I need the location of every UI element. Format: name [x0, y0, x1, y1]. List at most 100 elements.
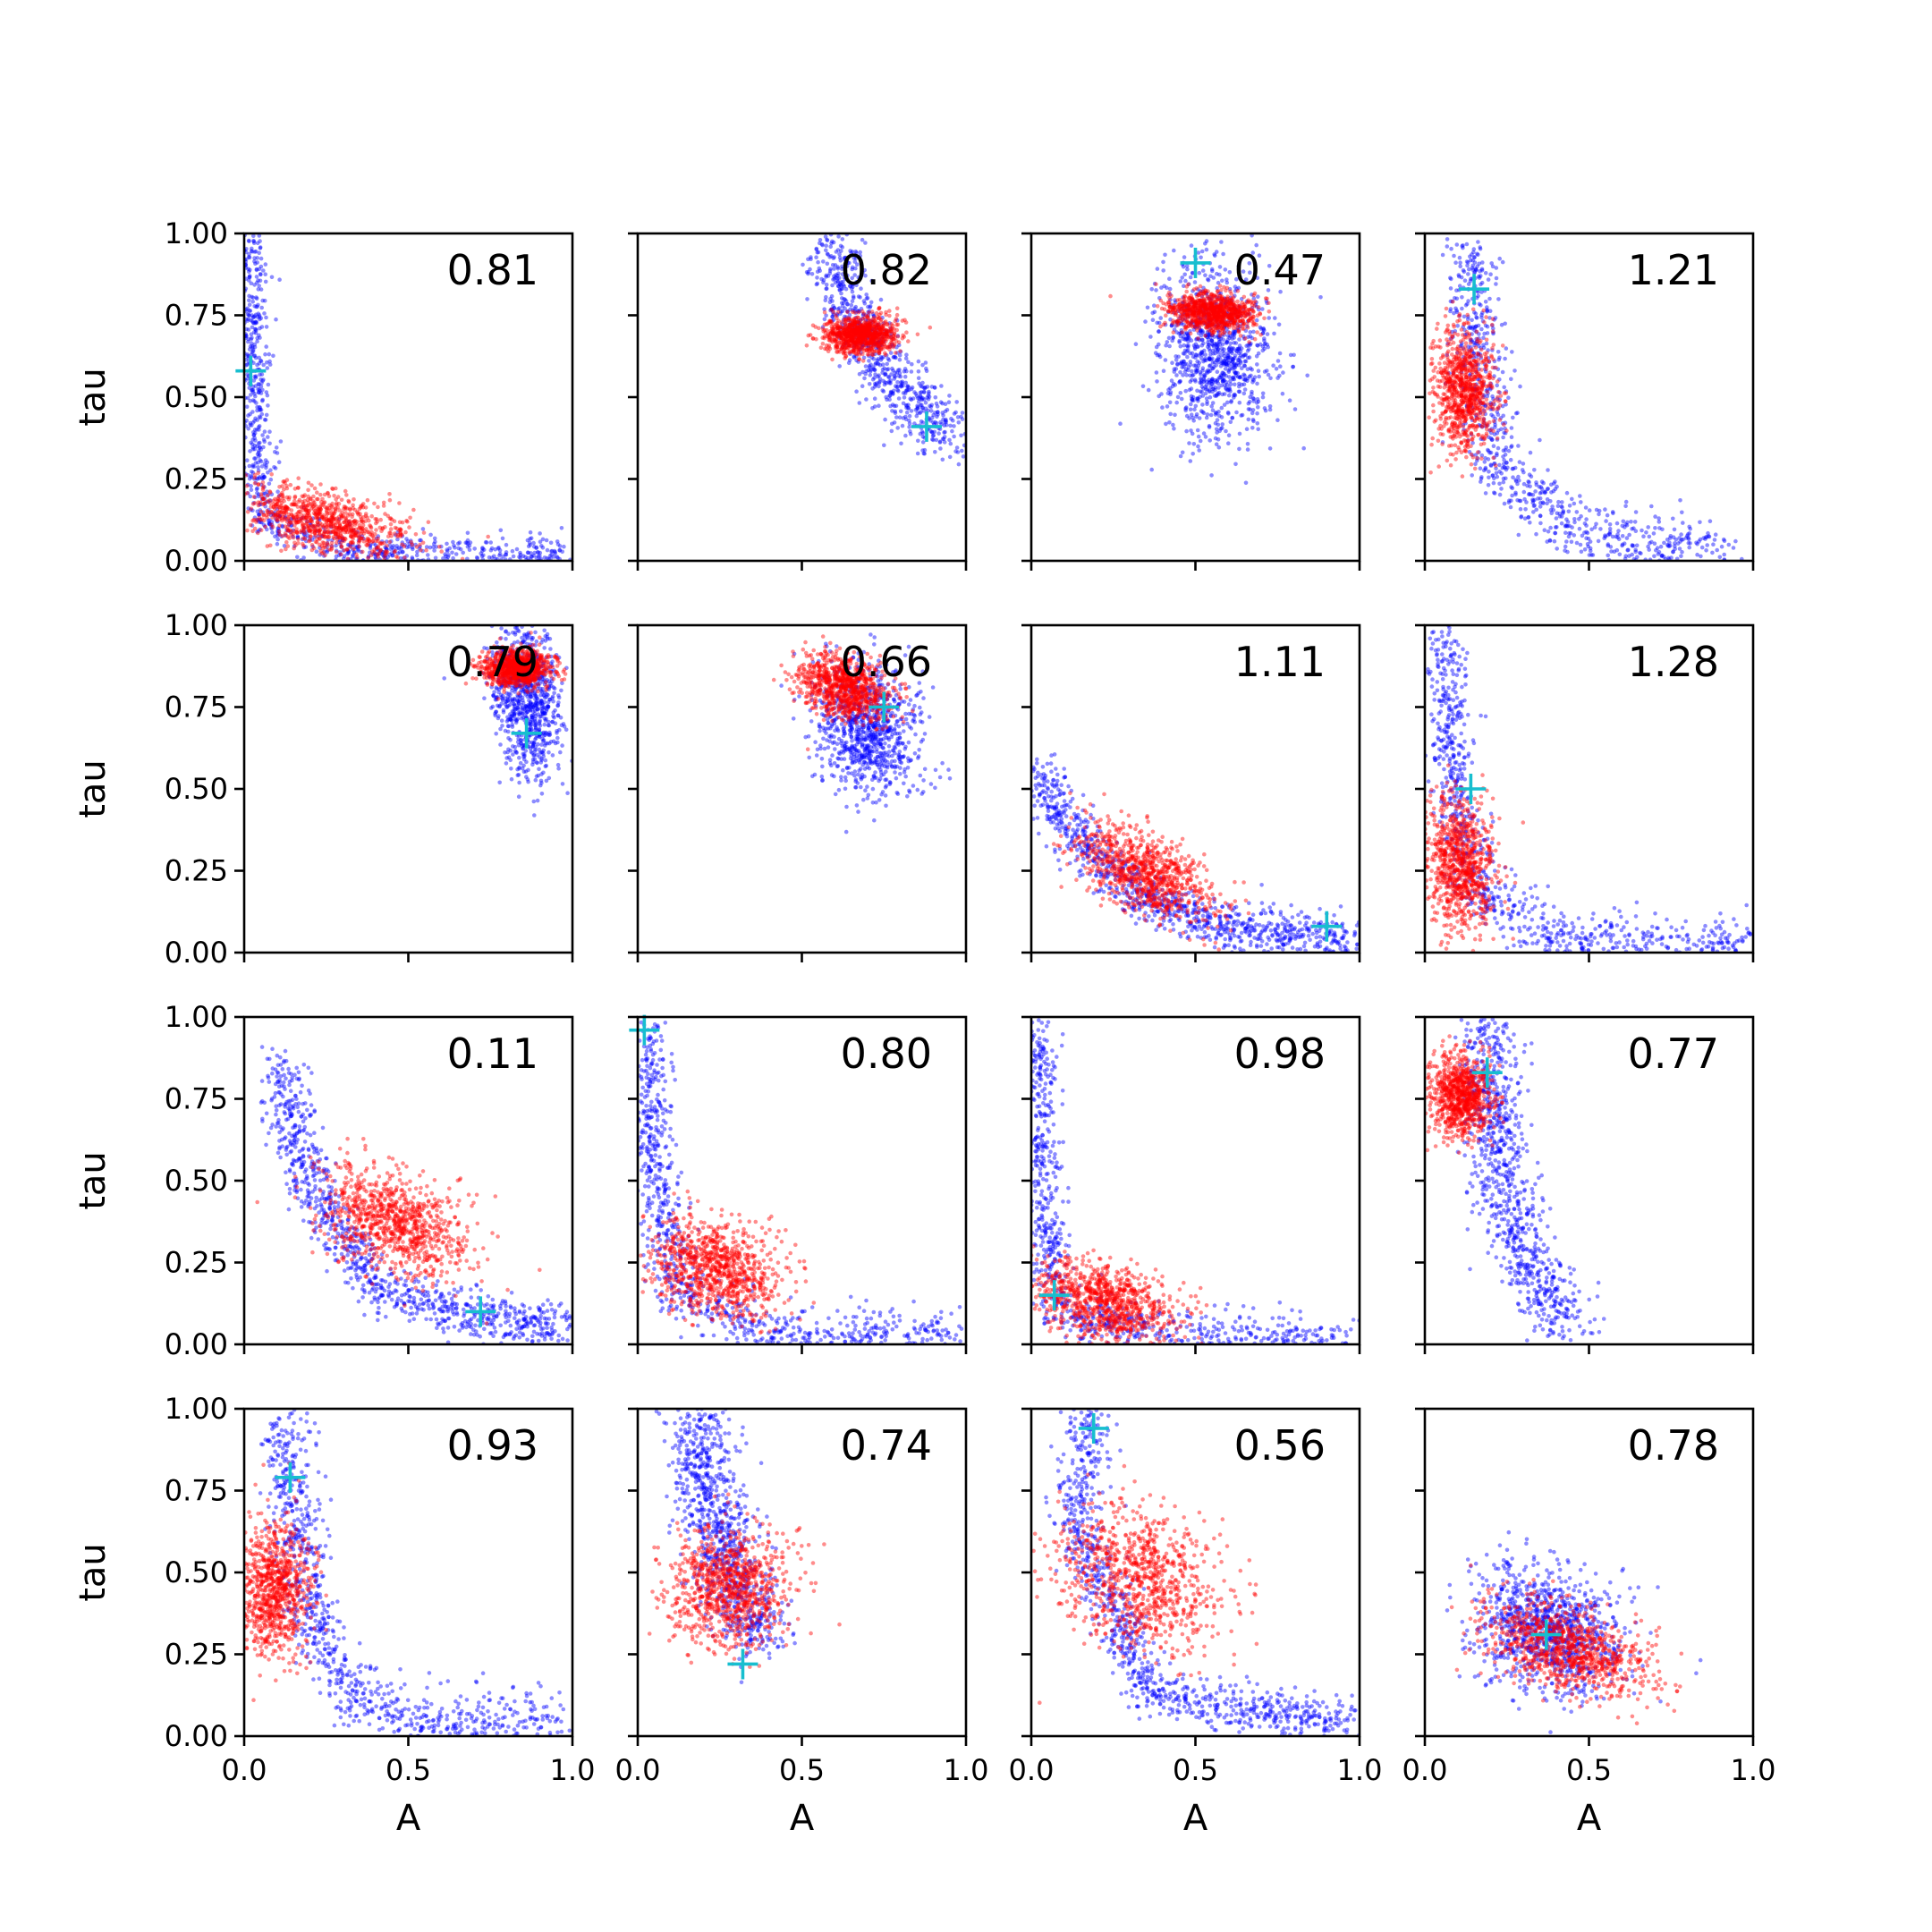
blue-point — [843, 306, 847, 311]
blue-point — [903, 414, 908, 419]
blue-point — [828, 244, 833, 250]
blue-point — [1238, 374, 1243, 379]
red-point — [865, 352, 870, 357]
red-point — [866, 327, 870, 332]
blue-point — [1196, 250, 1201, 255]
blue-point — [869, 362, 873, 368]
red-point — [869, 352, 875, 357]
blue-point — [1216, 445, 1222, 450]
red-point — [846, 325, 852, 330]
blue-point — [1189, 412, 1194, 418]
blue-point — [843, 261, 848, 267]
blue-point — [897, 370, 902, 376]
blue-point — [1191, 398, 1196, 402]
red-point — [342, 538, 347, 544]
red-point — [839, 346, 843, 352]
red-point — [869, 340, 874, 345]
red-point — [1210, 307, 1215, 312]
red-point — [277, 514, 283, 519]
red-point — [359, 519, 364, 524]
red-point — [1193, 307, 1198, 311]
blue-point — [894, 318, 900, 323]
red-point — [308, 515, 312, 520]
red-point — [299, 528, 304, 533]
red-point — [845, 326, 850, 332]
red-point — [336, 526, 341, 531]
blue-point — [1215, 344, 1219, 349]
red-point — [358, 512, 362, 516]
red-point — [898, 349, 902, 353]
blue-point — [1216, 280, 1221, 285]
red-point — [267, 512, 271, 517]
red-point — [861, 328, 866, 334]
blue-point — [899, 384, 904, 388]
blue-point — [1250, 250, 1255, 255]
red-point — [367, 538, 372, 543]
red-point — [846, 327, 852, 332]
red-point — [369, 549, 375, 555]
blue-point — [863, 241, 868, 245]
red-point — [349, 527, 354, 532]
red-point — [306, 487, 310, 493]
red-point — [852, 318, 856, 322]
red-point — [874, 335, 879, 340]
blue-point — [944, 417, 948, 422]
blue-point — [257, 512, 262, 517]
red-point — [876, 323, 880, 327]
plus-marker — [235, 355, 267, 386]
red-point — [309, 503, 314, 507]
red-point — [822, 335, 827, 339]
red-point — [859, 336, 863, 342]
blue-point — [877, 339, 883, 343]
blue-point — [300, 530, 304, 535]
red-point — [810, 336, 816, 341]
red-point — [885, 336, 889, 342]
blue-point — [275, 489, 280, 494]
red-point — [860, 328, 865, 333]
red-point — [1213, 327, 1218, 333]
red-point — [846, 342, 852, 347]
blue-point — [1223, 383, 1227, 388]
red-point — [855, 326, 860, 331]
red-point — [891, 337, 896, 342]
blue-point — [845, 301, 850, 307]
red-point — [310, 499, 316, 504]
blue-point — [250, 389, 256, 394]
red-point — [376, 555, 381, 559]
blue-point — [936, 431, 941, 436]
red-point — [860, 352, 865, 357]
blue-point — [1265, 332, 1270, 336]
blue-point — [1219, 320, 1224, 326]
blue-point — [464, 540, 470, 546]
red-point — [359, 536, 364, 540]
red-point — [284, 510, 288, 515]
blue-point — [1149, 287, 1154, 292]
red-point — [855, 328, 860, 334]
blue-point — [1217, 339, 1223, 344]
blue-point — [853, 335, 858, 340]
blue-point — [1258, 342, 1263, 347]
red-point — [839, 343, 843, 347]
blue-point — [1230, 348, 1234, 352]
blue-point — [1227, 345, 1233, 350]
red-point — [301, 494, 306, 499]
blue-point — [322, 549, 327, 555]
red-point — [852, 319, 857, 324]
blue-point — [250, 295, 256, 301]
blue-point — [1184, 413, 1190, 419]
red-point — [867, 347, 871, 352]
blue-point — [257, 382, 261, 387]
blue-point — [937, 439, 943, 445]
red-point — [857, 327, 862, 333]
red-point — [348, 545, 352, 549]
blue-point — [255, 280, 259, 285]
blue-point — [845, 260, 851, 266]
blue-point — [390, 545, 394, 550]
blue-point — [855, 323, 860, 328]
blue-point — [1280, 391, 1285, 396]
blue-point — [457, 540, 462, 545]
red-point — [421, 530, 427, 535]
red-point — [869, 341, 874, 346]
blue-point — [295, 535, 301, 540]
blue-point — [830, 315, 835, 319]
